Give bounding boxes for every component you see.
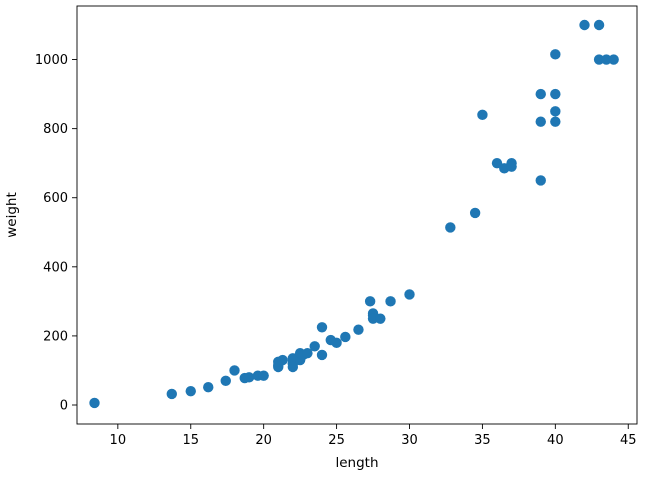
data-point (601, 54, 612, 65)
data-point (185, 385, 196, 397)
y-tick-label: 1000 (35, 53, 68, 68)
y-tick-label: 200 (43, 329, 68, 344)
data-point (258, 370, 269, 381)
data-point (404, 289, 415, 300)
data-point (593, 54, 605, 65)
data-point (340, 331, 351, 343)
y-tick-label: 400 (43, 260, 68, 275)
y-axis-label: weight (4, 192, 20, 238)
data-point (535, 88, 546, 100)
data-point (166, 388, 177, 400)
y-tick-label: 800 (43, 122, 68, 137)
data-point (550, 106, 561, 117)
data-point (550, 116, 561, 127)
data-point (535, 175, 546, 186)
data-point (89, 397, 100, 409)
plot-area-frame (76, 5, 638, 425)
data-point (477, 109, 488, 121)
data-point (220, 375, 231, 387)
data-point (203, 382, 214, 393)
data-point (331, 337, 342, 349)
data-point (353, 324, 364, 335)
data-point (608, 54, 619, 65)
data-point (364, 296, 376, 307)
data-point (550, 49, 561, 60)
y-tick-label: 600 (43, 191, 68, 206)
data-point (287, 361, 299, 373)
data-point (309, 341, 320, 352)
x-axis-label: length (335, 455, 378, 471)
x-tick-label: 45 (620, 433, 637, 448)
data-point (506, 161, 517, 172)
x-tick-label: 25 (328, 433, 345, 448)
data-point (316, 349, 328, 361)
data-point (302, 347, 313, 359)
data-point (550, 88, 561, 100)
data-point (277, 354, 288, 366)
data-point (375, 313, 386, 324)
x-tick-label: 40 (547, 433, 564, 448)
x-tick-label: 30 (401, 433, 418, 448)
data-point (491, 157, 503, 169)
x-tick-label: 10 (110, 433, 127, 448)
x-tick-label: 15 (182, 433, 199, 448)
data-point (445, 222, 456, 233)
data-point (579, 19, 590, 31)
y-axis-ticks: 0 200 400 600 800 1000 (35, 53, 77, 414)
data-point (229, 365, 240, 376)
data-point (243, 372, 255, 383)
y-tick-label: 0 (60, 399, 68, 414)
data-point (316, 322, 328, 333)
x-tick-label: 20 (255, 433, 272, 448)
data-point (593, 19, 605, 31)
data-points (89, 19, 619, 409)
data-point (367, 313, 379, 324)
data-point (469, 207, 481, 219)
data-point (535, 116, 546, 127)
x-axis-ticks: 10 15 20 25 30 35 40 45 (110, 424, 637, 448)
data-point (385, 296, 396, 307)
x-tick-label: 35 (474, 433, 491, 448)
